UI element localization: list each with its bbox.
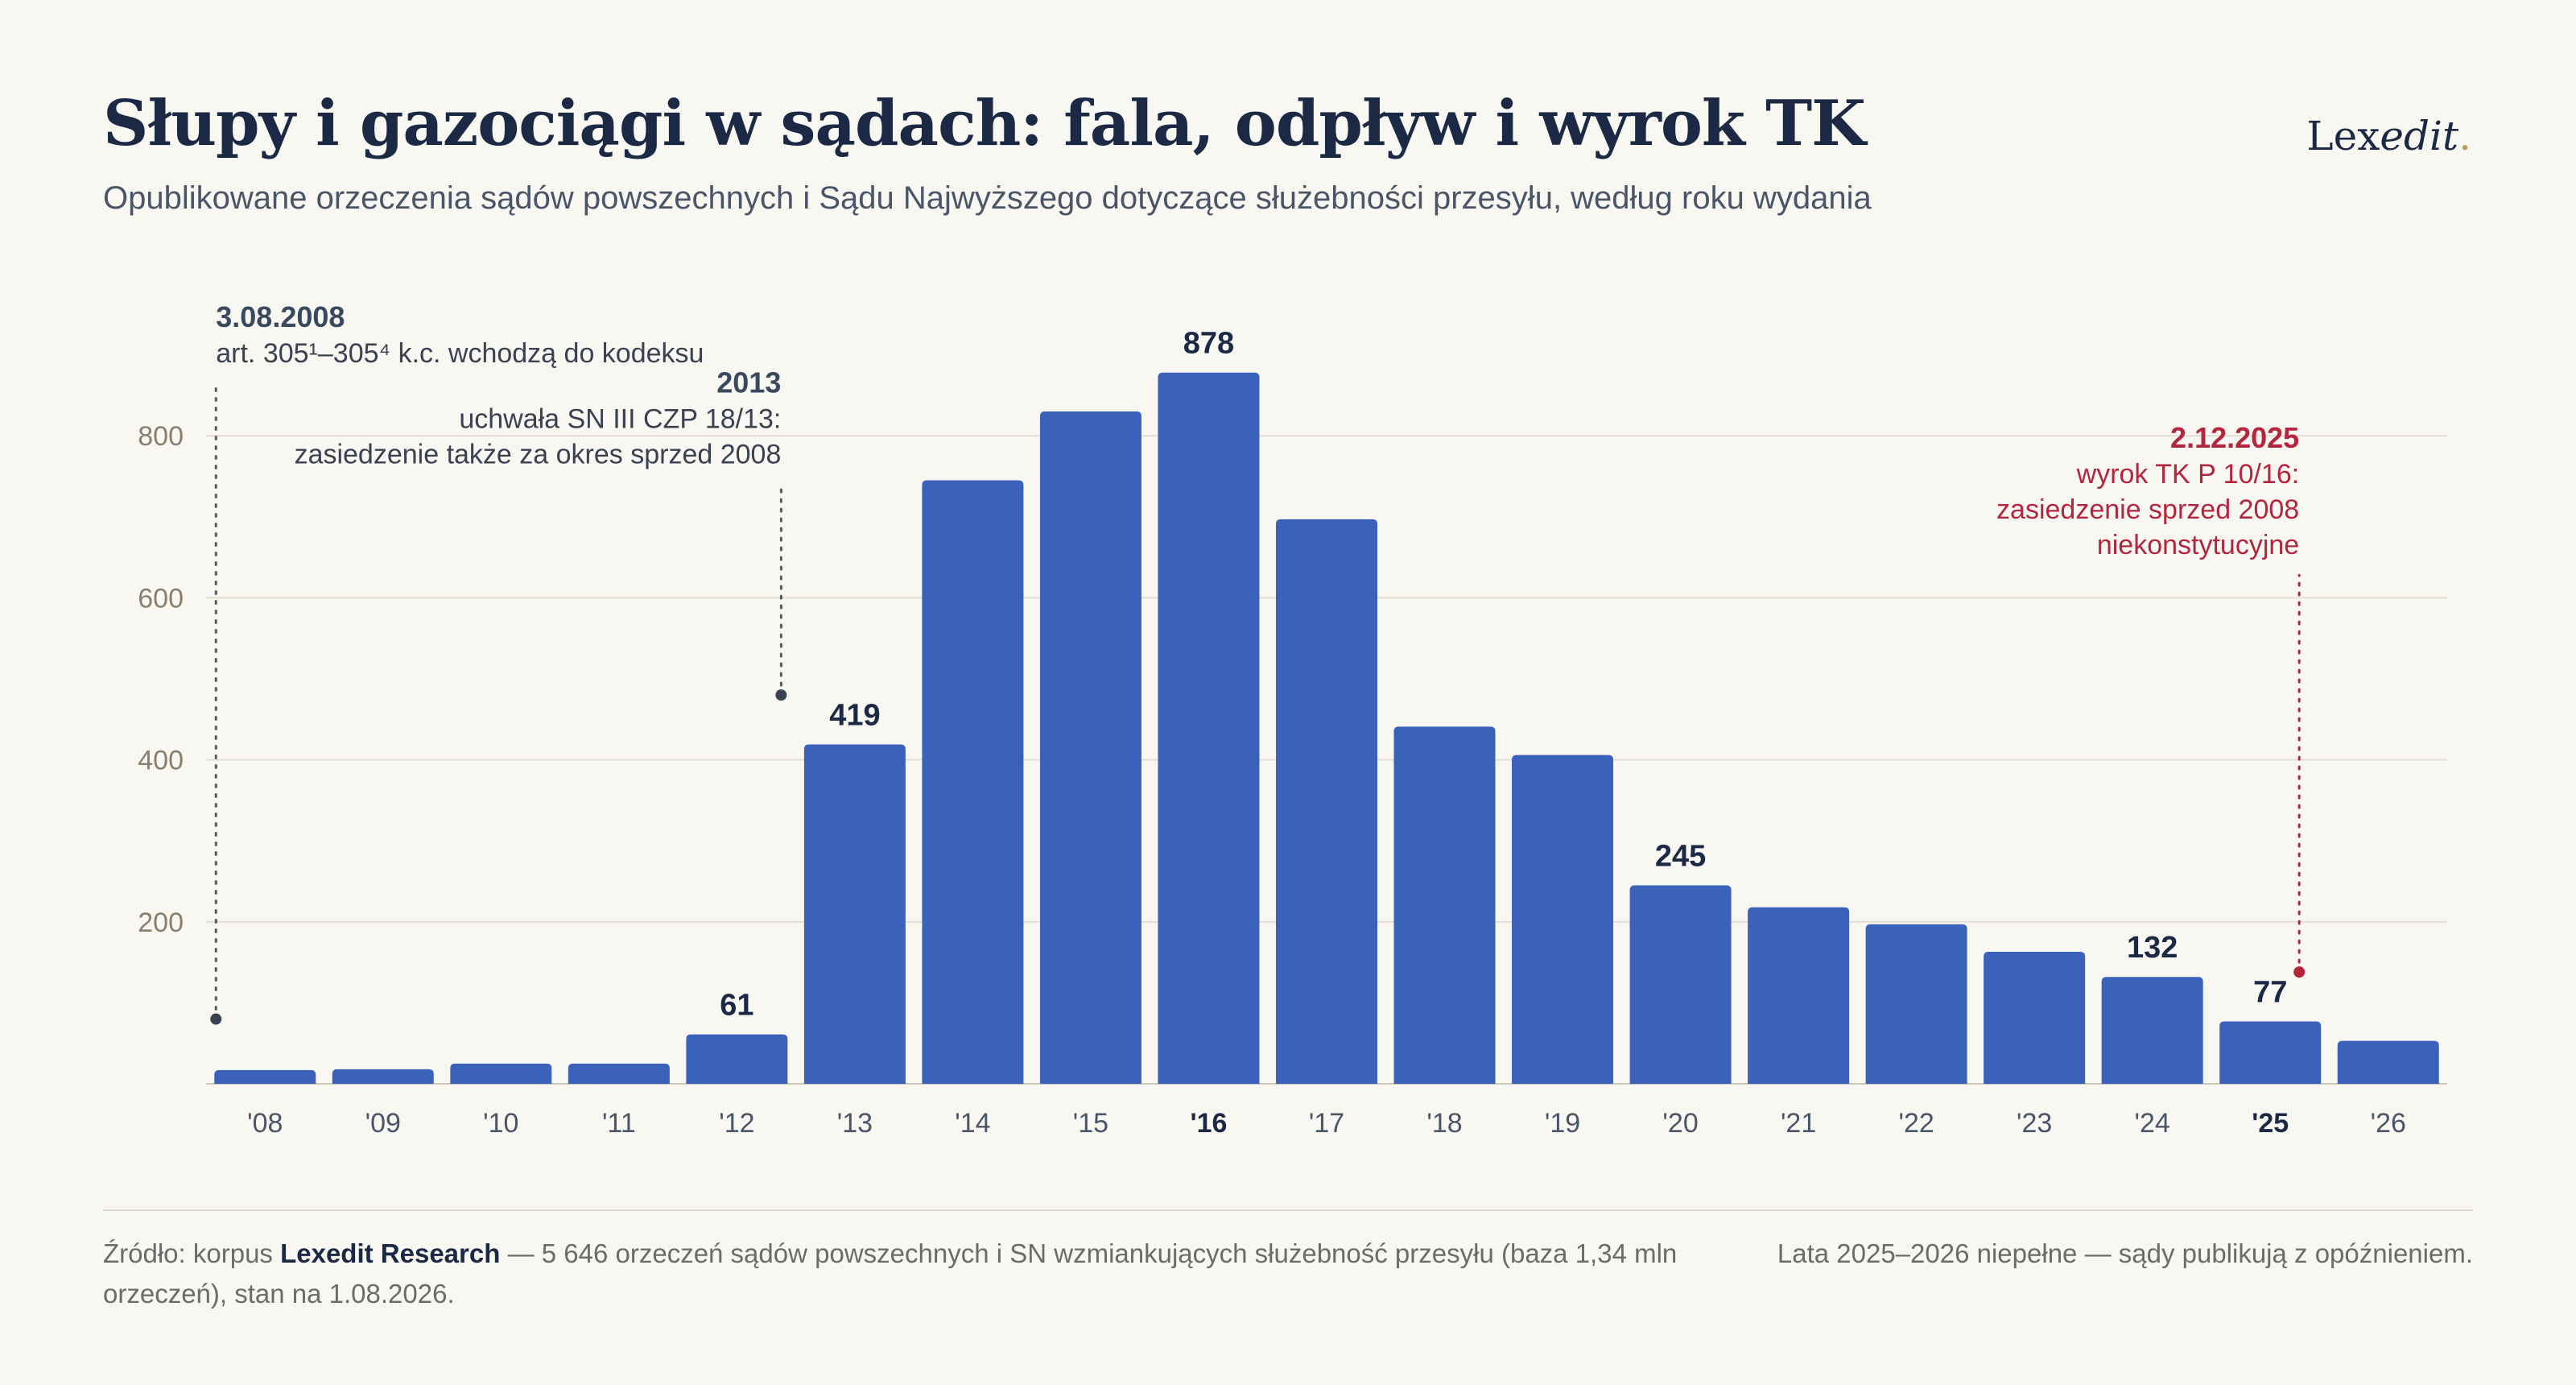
- bar-7: [1039, 411, 1141, 1084]
- bar-11: [1512, 755, 1614, 1084]
- data-label-16: 132: [2127, 931, 2178, 965]
- x-tick-label-9: '17: [1309, 1108, 1344, 1139]
- annotation-text-1-1: zasiedzenie także za okres sprzed 2008: [295, 440, 782, 470]
- data-label-17: 77: [2253, 976, 2287, 1010]
- bar-3: [568, 1063, 670, 1084]
- x-tick-label-15: '23: [2017, 1108, 2052, 1139]
- data-label-12: 245: [1655, 840, 1706, 874]
- bar-6: [922, 480, 1024, 1084]
- x-tick-label-2: '10: [483, 1108, 518, 1139]
- annotation-text-1-0: uchwała SN III CZP 18/13:: [459, 404, 781, 435]
- bar-13: [1748, 907, 1850, 1084]
- logo-text-italic: edit: [2380, 113, 2459, 159]
- bar-4: [686, 1034, 788, 1084]
- bar-9: [1276, 519, 1377, 1084]
- footer-source-bold: Lexedit Research: [280, 1238, 501, 1268]
- bar-14: [1865, 924, 1967, 1084]
- footer-source-prefix: Źródło: korpus: [103, 1238, 281, 1268]
- y-tick-label-600: 600: [138, 583, 184, 614]
- y-tick-label-800: 800: [138, 421, 184, 452]
- bar-12: [1629, 885, 1732, 1084]
- annotation-text-0-0: art. 305¹–305⁴ k.c. wchodzą do kodeksu: [216, 338, 704, 369]
- x-tick-label-7: '15: [1073, 1108, 1108, 1139]
- bar-5: [803, 744, 906, 1084]
- bar-18: [2337, 1040, 2439, 1084]
- footer-source: Źródło: korpus Lexedit Research — 5 646 …: [103, 1234, 1681, 1314]
- x-tick-label-16: '24: [2135, 1108, 2170, 1139]
- brand-logo: Lexedit.: [2306, 113, 2471, 159]
- bar-16: [2101, 977, 2203, 1084]
- logo-dot: .: [2458, 113, 2471, 159]
- annotation-marker-1: [775, 689, 787, 701]
- bar-1: [332, 1069, 434, 1084]
- x-tick-label-12: '20: [1662, 1108, 1698, 1139]
- footer-note: Lata 2025–2026 niepełne — sądy publikują…: [1777, 1238, 2473, 1268]
- annotation-text-2-2: niekonstytucyjne: [2097, 530, 2299, 560]
- x-tick-label-3: '11: [602, 1108, 636, 1139]
- bar-10: [1393, 726, 1496, 1084]
- x-tick-label-1: '09: [365, 1108, 401, 1139]
- data-label-4: 61: [720, 989, 753, 1023]
- x-tick-label-10: '18: [1426, 1108, 1462, 1139]
- data-label-8: 878: [1183, 327, 1234, 361]
- x-tick-label-17: '25: [2252, 1108, 2289, 1139]
- annotation-marker-0: [210, 1013, 222, 1025]
- x-tick-label-8: '16: [1191, 1108, 1228, 1139]
- bar-8: [1158, 372, 1260, 1084]
- bar-chart: 200 400 600 800 '08 '09 '10 '11 '12 '13 '14 '15 '16 '…: [138, 300, 2447, 1139]
- x-tick-label-18: '26: [2371, 1108, 2406, 1139]
- annotation-date-2: 2.12.2025: [2170, 421, 2299, 454]
- bar-15: [1984, 952, 2086, 1084]
- x-tick-label-0: '08: [247, 1108, 283, 1139]
- x-tick-label-13: '21: [1781, 1108, 1816, 1139]
- annotation-text-2-0: wyrok TK P 10/16:: [2076, 459, 2300, 490]
- y-tick-label-200: 200: [138, 907, 184, 938]
- data-label-5: 419: [829, 698, 880, 732]
- y-tick-label-400: 400: [138, 746, 184, 776]
- annotation-text-2-1: zasiedzenie sprzed 2008: [1996, 494, 2299, 525]
- footer-source-rest: — 5 646 orzeczeń sądów powszechnych i SN…: [103, 1238, 1678, 1309]
- bar-17: [2219, 1021, 2322, 1084]
- page-subtitle: Opublikowane orzeczenia sądów powszechny…: [103, 180, 1872, 216]
- annotation-marker-2: [2293, 966, 2306, 978]
- footer-divider: [103, 1209, 2473, 1211]
- x-tick-label-6: '14: [955, 1108, 990, 1139]
- x-tick-label-11: '19: [1545, 1108, 1580, 1139]
- annotation-date-0: 3.08.2008: [216, 300, 345, 333]
- bar-2: [450, 1063, 552, 1084]
- x-tick-label-5: '13: [837, 1108, 873, 1139]
- annotation-date-1: 2013: [716, 366, 781, 399]
- page-title: Słupy i gazociągi w sądach: fala, odpływ…: [103, 87, 1866, 160]
- x-tick-label-14: '22: [1898, 1108, 1934, 1139]
- x-tick-label-4: '12: [719, 1108, 754, 1139]
- bar-0: [214, 1069, 316, 1084]
- logo-text-regular: Lex: [2306, 113, 2380, 159]
